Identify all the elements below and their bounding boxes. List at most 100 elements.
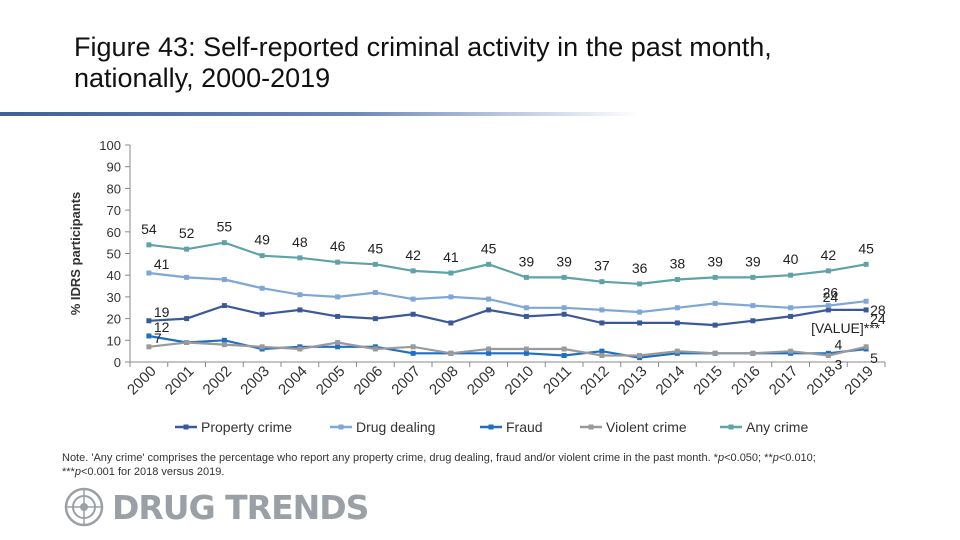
x-tick-label: 2009 xyxy=(464,363,500,399)
y-tick-label: 100 xyxy=(99,138,121,153)
data-point xyxy=(146,318,152,324)
data-point xyxy=(712,350,718,356)
data-point xyxy=(825,268,831,274)
data-point xyxy=(146,333,152,339)
y-tick-label: 70 xyxy=(107,203,121,218)
data-label: 42 xyxy=(821,247,837,263)
data-point xyxy=(221,342,227,348)
data-point xyxy=(410,344,416,350)
data-point xyxy=(599,320,605,326)
y-tick-label: 90 xyxy=(107,160,121,175)
data-point xyxy=(523,313,529,319)
data-point xyxy=(335,259,341,265)
data-point xyxy=(410,268,416,274)
data-point xyxy=(372,346,378,352)
x-tick-label: 2006 xyxy=(351,363,387,399)
x-tick-label: 2012 xyxy=(577,363,613,399)
data-label: 12 xyxy=(154,319,170,335)
y-tick-label: 60 xyxy=(107,225,121,240)
data-point xyxy=(561,352,567,358)
data-point xyxy=(712,300,718,306)
data-point xyxy=(335,339,341,345)
y-tick-label: 10 xyxy=(107,333,121,348)
data-point xyxy=(297,307,303,313)
data-label: 7 xyxy=(154,330,162,346)
data-point xyxy=(825,307,831,313)
x-tick-label: 2003 xyxy=(237,363,273,399)
data-point xyxy=(486,261,492,267)
data-point xyxy=(523,350,529,356)
data-label: 3 xyxy=(834,356,842,372)
series-line xyxy=(148,304,867,327)
x-tick-label: 2014 xyxy=(653,363,689,399)
data-point xyxy=(372,290,378,296)
x-tick-label: 2019 xyxy=(841,363,877,399)
series-line xyxy=(148,341,867,357)
data-point xyxy=(297,255,303,261)
legend-label: Violent crime xyxy=(606,419,687,435)
data-point xyxy=(561,311,567,317)
data-label: 55 xyxy=(217,219,233,235)
data-point xyxy=(750,303,756,309)
data-point xyxy=(561,305,567,311)
data-label: 45 xyxy=(858,240,874,256)
x-tick-label: 2005 xyxy=(313,363,349,399)
data-label: 26 xyxy=(823,285,839,301)
drug-trends-logo: DRUG TRENDS xyxy=(64,487,369,527)
data-point xyxy=(146,270,152,276)
data-label: 42 xyxy=(405,247,421,263)
data-point xyxy=(863,344,869,350)
legend-marker xyxy=(183,424,189,430)
data-point xyxy=(259,344,265,350)
data-point xyxy=(674,305,680,311)
x-tick-label: 2002 xyxy=(200,363,236,399)
y-axis-label: % IDRS participants xyxy=(68,192,83,316)
data-point xyxy=(486,350,492,356)
data-point xyxy=(674,277,680,283)
data-point xyxy=(410,296,416,302)
y-tick-label: 0 xyxy=(114,355,121,370)
y-tick-label: 80 xyxy=(107,181,121,196)
data-point xyxy=(372,261,378,267)
data-point xyxy=(750,274,756,280)
data-point xyxy=(599,348,605,354)
data-point xyxy=(297,292,303,298)
data-point xyxy=(561,346,567,352)
data-point xyxy=(184,339,190,345)
data-point xyxy=(637,309,643,315)
data-label: 28 xyxy=(870,302,886,318)
legend-label: Property crime xyxy=(201,419,292,435)
data-point xyxy=(221,277,227,283)
data-point xyxy=(335,294,341,300)
data-label: 39 xyxy=(707,253,723,269)
data-label: 48 xyxy=(292,234,308,250)
data-point xyxy=(674,348,680,354)
legend-label: Drug dealing xyxy=(356,419,435,435)
data-label: 45 xyxy=(481,240,497,256)
data-point xyxy=(788,348,794,354)
x-tick-label: 2001 xyxy=(162,363,198,399)
data-label: 45 xyxy=(368,240,384,256)
data-point xyxy=(637,281,643,287)
data-label: 36 xyxy=(632,260,648,276)
page-title: Figure 43: Self-reported criminal activi… xyxy=(74,32,772,93)
legend-marker xyxy=(728,424,734,430)
data-point xyxy=(599,307,605,313)
data-label: 41 xyxy=(443,249,459,265)
data-point xyxy=(448,270,454,276)
data-label: 46 xyxy=(330,238,346,254)
x-tick-label: 2017 xyxy=(766,363,802,399)
data-point xyxy=(372,316,378,322)
data-point xyxy=(297,346,303,352)
data-point xyxy=(863,307,869,313)
data-point xyxy=(448,320,454,326)
data-point xyxy=(825,352,831,358)
data-point xyxy=(486,307,492,313)
data-point xyxy=(788,272,794,278)
data-point xyxy=(523,274,529,280)
data-point xyxy=(146,344,152,350)
x-tick-label: 2000 xyxy=(124,363,160,399)
data-point xyxy=(674,320,680,326)
data-label: 24 xyxy=(870,311,886,327)
data-point xyxy=(599,352,605,358)
